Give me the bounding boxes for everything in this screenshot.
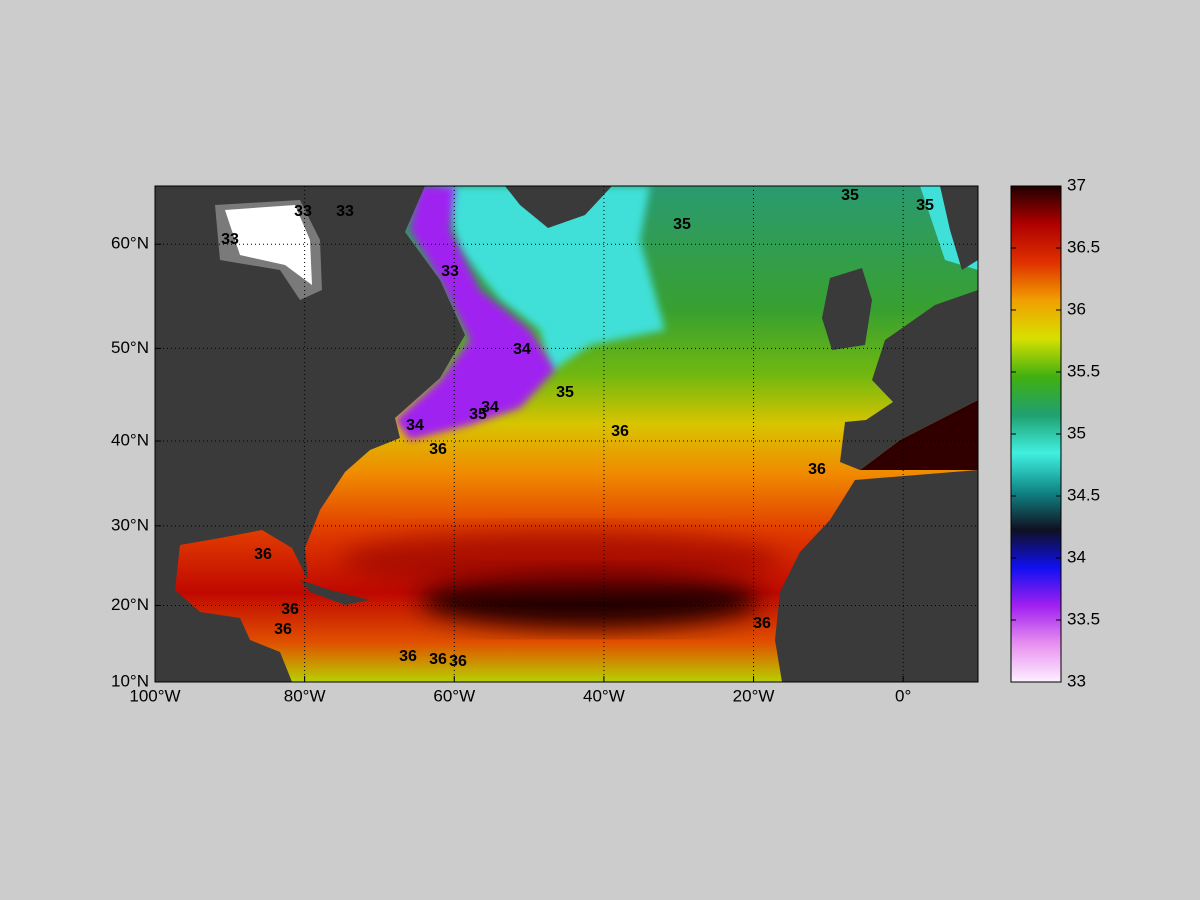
contour-label: 36 — [753, 615, 771, 632]
contour-label: 35 — [556, 384, 574, 401]
colorbar-tick-label: 36.5 — [1067, 237, 1100, 256]
europe — [840, 290, 978, 470]
colorbar-tick-label: 33.5 — [1067, 609, 1100, 628]
colorbar-tick-label: 34 — [1067, 547, 1086, 566]
colorbar-tick-label: 35 — [1067, 423, 1086, 442]
colorbar-tick-label: 37 — [1067, 175, 1086, 194]
contour-label: 36 — [281, 601, 299, 618]
contour-label: 34 — [406, 417, 424, 434]
north-america — [155, 186, 465, 682]
british-isles — [822, 268, 872, 350]
contour-label: 34 — [513, 341, 531, 358]
y-tick-label: 50°N — [111, 338, 149, 357]
contour-label: 36 — [429, 651, 447, 668]
contour-label: 36 — [254, 546, 272, 563]
x-tick-label: 80°W — [284, 686, 326, 705]
contour-label: 36 — [274, 621, 292, 638]
y-tick-label: 20°N — [111, 595, 149, 614]
contour-label: 33 — [441, 263, 459, 280]
map-field — [155, 186, 978, 682]
contour-label: 36 — [611, 423, 629, 440]
colorbar-tick-label: 33 — [1067, 671, 1086, 690]
contour-label: 36 — [399, 648, 417, 665]
greenland — [505, 186, 612, 228]
contour-label: 34 — [481, 399, 499, 416]
y-tick-label: 60°N — [111, 234, 149, 253]
mediterranean — [860, 400, 978, 470]
labrador-sea — [440, 186, 665, 372]
y-tick-label: 40°N — [111, 430, 149, 449]
y-tick-label: 30°N — [111, 515, 149, 534]
contour-label: 35 — [916, 197, 934, 214]
contour-label: 33 — [336, 203, 354, 220]
contour-label: 33 — [221, 231, 239, 248]
colorbar-tick-label: 36 — [1067, 299, 1086, 318]
fresh-shelf — [395, 186, 555, 440]
x-tick-label: 20°W — [733, 686, 775, 705]
scandinavia — [940, 186, 978, 270]
africa — [775, 470, 978, 682]
contour-label: 36 — [808, 461, 826, 478]
contour-label: 33 — [294, 203, 312, 220]
x-tick-label: 60°W — [433, 686, 475, 705]
x-tick-label: 0° — [895, 686, 911, 705]
x-tick-label: 100°W — [129, 686, 180, 705]
contour-label: 35 — [469, 406, 487, 423]
salty-band — [340, 530, 780, 590]
colorbar-tick-label: 34.5 — [1067, 485, 1100, 504]
hudson-bay-fresh — [225, 205, 312, 285]
y-tick-label: 10°N — [111, 671, 149, 690]
colorbar-tick-label: 35.5 — [1067, 361, 1100, 380]
x-tick-label: 40°W — [583, 686, 625, 705]
contour-label: 35 — [841, 187, 859, 204]
contour-label: 36 — [429, 441, 447, 458]
contour-label: 35 — [673, 216, 691, 233]
contour-label: 36 — [449, 653, 467, 670]
cuba — [300, 580, 370, 605]
colorbar — [1010, 185, 1062, 683]
